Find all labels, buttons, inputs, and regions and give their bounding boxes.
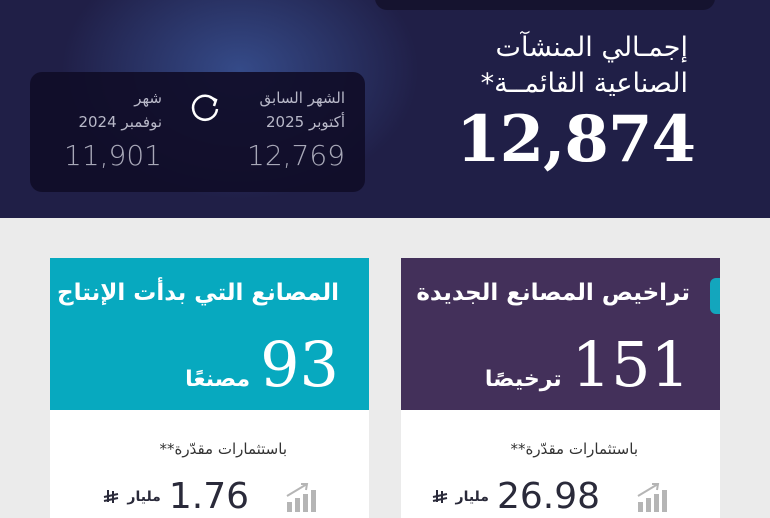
card-value: 151	[571, 328, 690, 401]
investment-value: 26.98	[496, 476, 600, 517]
card-value-row: 151 ترخيصًا	[485, 328, 690, 401]
stat-period: أكتوبر 2025	[266, 113, 345, 131]
card-header: تراخيص المصانع الجديدة 151 ترخيصًا	[401, 258, 720, 410]
card-value-row: 93 مصنعًا	[185, 328, 339, 401]
investment-row: 1.76 مليار	[103, 476, 319, 517]
card-tab-marker	[710, 278, 720, 314]
stat-value: 12,769	[247, 139, 345, 172]
last-year-stat: شهر نوفمبر 2024 11,901	[64, 86, 162, 172]
investment-value: 1.76	[168, 476, 249, 517]
hero-section: إجمـالي المنشآت الصناعية القائمــة* 12,8…	[0, 0, 770, 218]
investment-label: باستثمارات مقدّرة**	[159, 440, 287, 458]
previous-month-stat: الشهر السابق أكتوبر 2025 12,769	[247, 86, 345, 172]
stat-label: شهر	[134, 89, 162, 107]
total-value: 12,874	[456, 102, 696, 177]
comparison-box: الشهر السابق أكتوبر 2025 12,769 شهر نوفم…	[30, 72, 365, 192]
stat-value: 11,901	[64, 139, 162, 172]
card-header: المصانع التي بدأت الإنتاج 93 مصنعًا	[50, 258, 369, 410]
started-production-card: المصانع التي بدأت الإنتاج 93 مصنعًا باست…	[50, 258, 369, 518]
card-title: المصانع التي بدأت الإنتاج	[57, 280, 339, 306]
new-licenses-card: تراخيص المصانع الجديدة 151 ترخيصًا باستث…	[401, 258, 720, 518]
saudi-riyal-icon	[432, 489, 447, 503]
investment-unit: مليار	[455, 488, 489, 505]
investment-row: 26.98 مليار	[432, 476, 670, 517]
hero-title-line2: الصناعية القائمــة*	[480, 68, 688, 99]
card-unit: مصنعًا	[185, 367, 251, 392]
refresh-icon	[191, 94, 219, 121]
stat-period: نوفمبر 2024	[78, 113, 162, 131]
card-title: تراخيص المصانع الجديدة	[416, 280, 690, 306]
hero-title: إجمـالي المنشآت الصناعية القائمــة*	[481, 30, 688, 102]
hero-title-line1: إجمـالي المنشآت	[495, 32, 688, 63]
saudi-riyal-icon	[104, 489, 119, 503]
bar-chart-growth-icon	[637, 482, 667, 512]
investment-label: باستثمارات مقدّرة**	[510, 440, 638, 458]
investment-unit: مليار	[127, 488, 161, 505]
top-panel	[375, 0, 715, 10]
card-unit: ترخيصًا	[484, 367, 562, 392]
bar-chart-growth-icon	[286, 482, 316, 512]
stat-label: الشهر السابق	[259, 89, 345, 107]
card-value: 93	[260, 328, 339, 401]
